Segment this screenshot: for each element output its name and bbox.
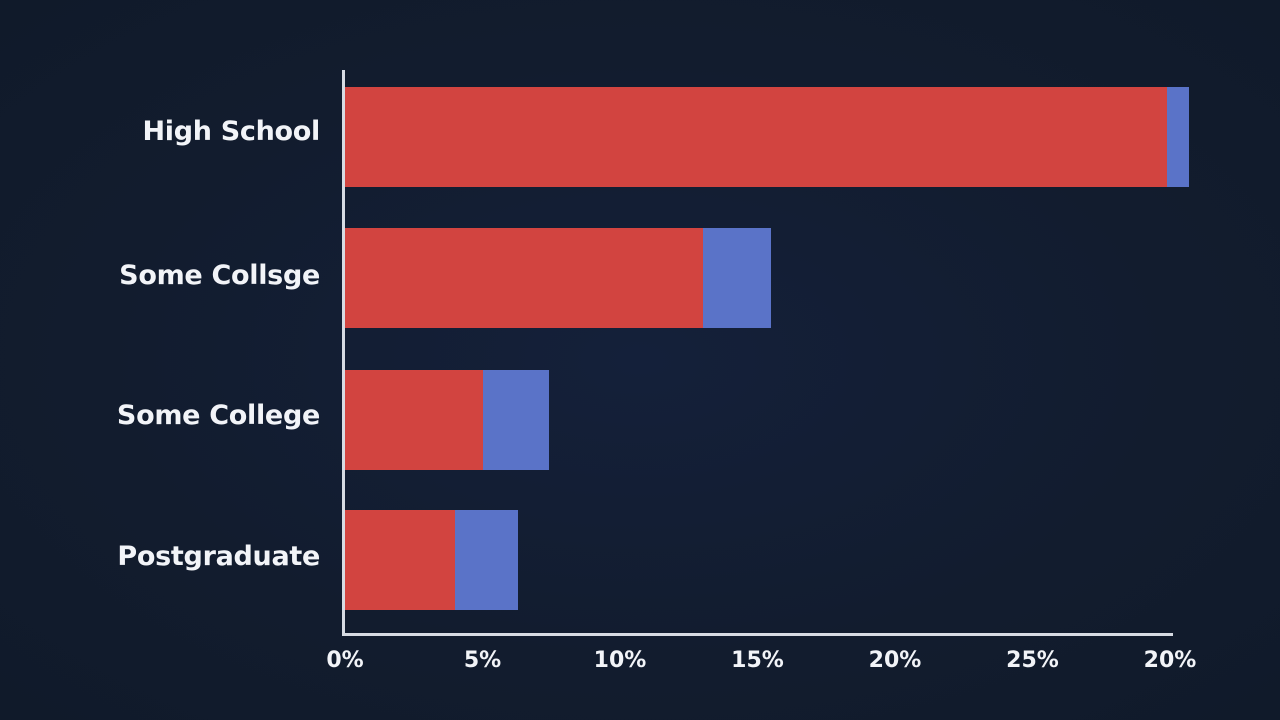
x-tick-label-20: 20%	[868, 648, 922, 673]
bar-segment-red	[345, 228, 703, 328]
bar-segment-red	[345, 370, 483, 470]
bar-segment-blue	[1167, 87, 1190, 187]
bar-segment-red	[345, 87, 1168, 187]
category-label-high-school: High School	[142, 116, 320, 147]
bar-segment-blue	[455, 510, 519, 610]
x-axis-line	[342, 633, 1173, 636]
x-tick-label-15: 15%	[731, 648, 784, 673]
x-tick-label-10: 10%	[593, 648, 647, 673]
category-label-some-collsge: Some Collsge	[119, 260, 320, 291]
x-tick-label-0: 0%	[326, 648, 364, 673]
x-tick-label-5: 5%	[463, 648, 502, 673]
y-axis-line	[342, 70, 345, 636]
bar-some-college	[345, 370, 549, 470]
category-label-some-college: Some College	[116, 400, 320, 431]
bar-segment-blue	[482, 370, 549, 470]
bar-segment-blue	[702, 228, 772, 328]
bar-some-collsge	[345, 228, 772, 328]
bar-postgraduate	[345, 510, 519, 610]
x-tick-label-30: 20%	[1143, 648, 1197, 673]
bar-high-school	[345, 87, 1190, 187]
bar-segment-red	[345, 510, 455, 610]
category-label-postgraduate: Postgraduate	[117, 541, 320, 572]
x-tick-label-25: 25%	[1006, 648, 1059, 673]
